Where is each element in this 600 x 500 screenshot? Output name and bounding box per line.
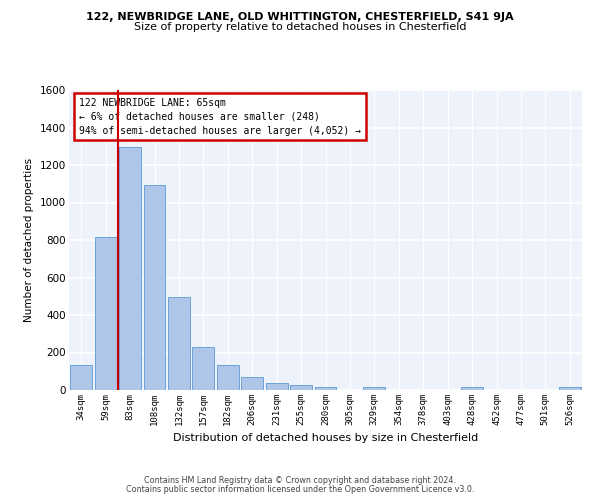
Text: Contains HM Land Registry data © Crown copyright and database right 2024.: Contains HM Land Registry data © Crown c…: [144, 476, 456, 485]
Bar: [95, 237, 116, 390]
Bar: [290, 385, 312, 390]
Bar: [241, 377, 263, 390]
Text: Size of property relative to detached houses in Chesterfield: Size of property relative to detached ho…: [134, 22, 466, 32]
X-axis label: Distribution of detached houses by size in Chesterfield: Distribution of detached houses by size …: [173, 434, 478, 444]
Bar: [168, 297, 190, 390]
Bar: [70, 364, 92, 390]
Bar: [266, 383, 287, 390]
Bar: [559, 387, 581, 390]
Bar: [217, 365, 239, 390]
Text: Contains public sector information licensed under the Open Government Licence v3: Contains public sector information licen…: [126, 485, 474, 494]
Text: 122, NEWBRIDGE LANE, OLD WHITTINGTON, CHESTERFIELD, S41 9JA: 122, NEWBRIDGE LANE, OLD WHITTINGTON, CH…: [86, 12, 514, 22]
Text: 122 NEWBRIDGE LANE: 65sqm
← 6% of detached houses are smaller (248)
94% of semi-: 122 NEWBRIDGE LANE: 65sqm ← 6% of detach…: [79, 98, 361, 136]
Bar: [143, 184, 166, 390]
Y-axis label: Number of detached properties: Number of detached properties: [25, 158, 34, 322]
Bar: [119, 147, 141, 390]
Bar: [314, 387, 337, 390]
Bar: [193, 346, 214, 390]
Bar: [461, 387, 483, 390]
Bar: [364, 386, 385, 390]
